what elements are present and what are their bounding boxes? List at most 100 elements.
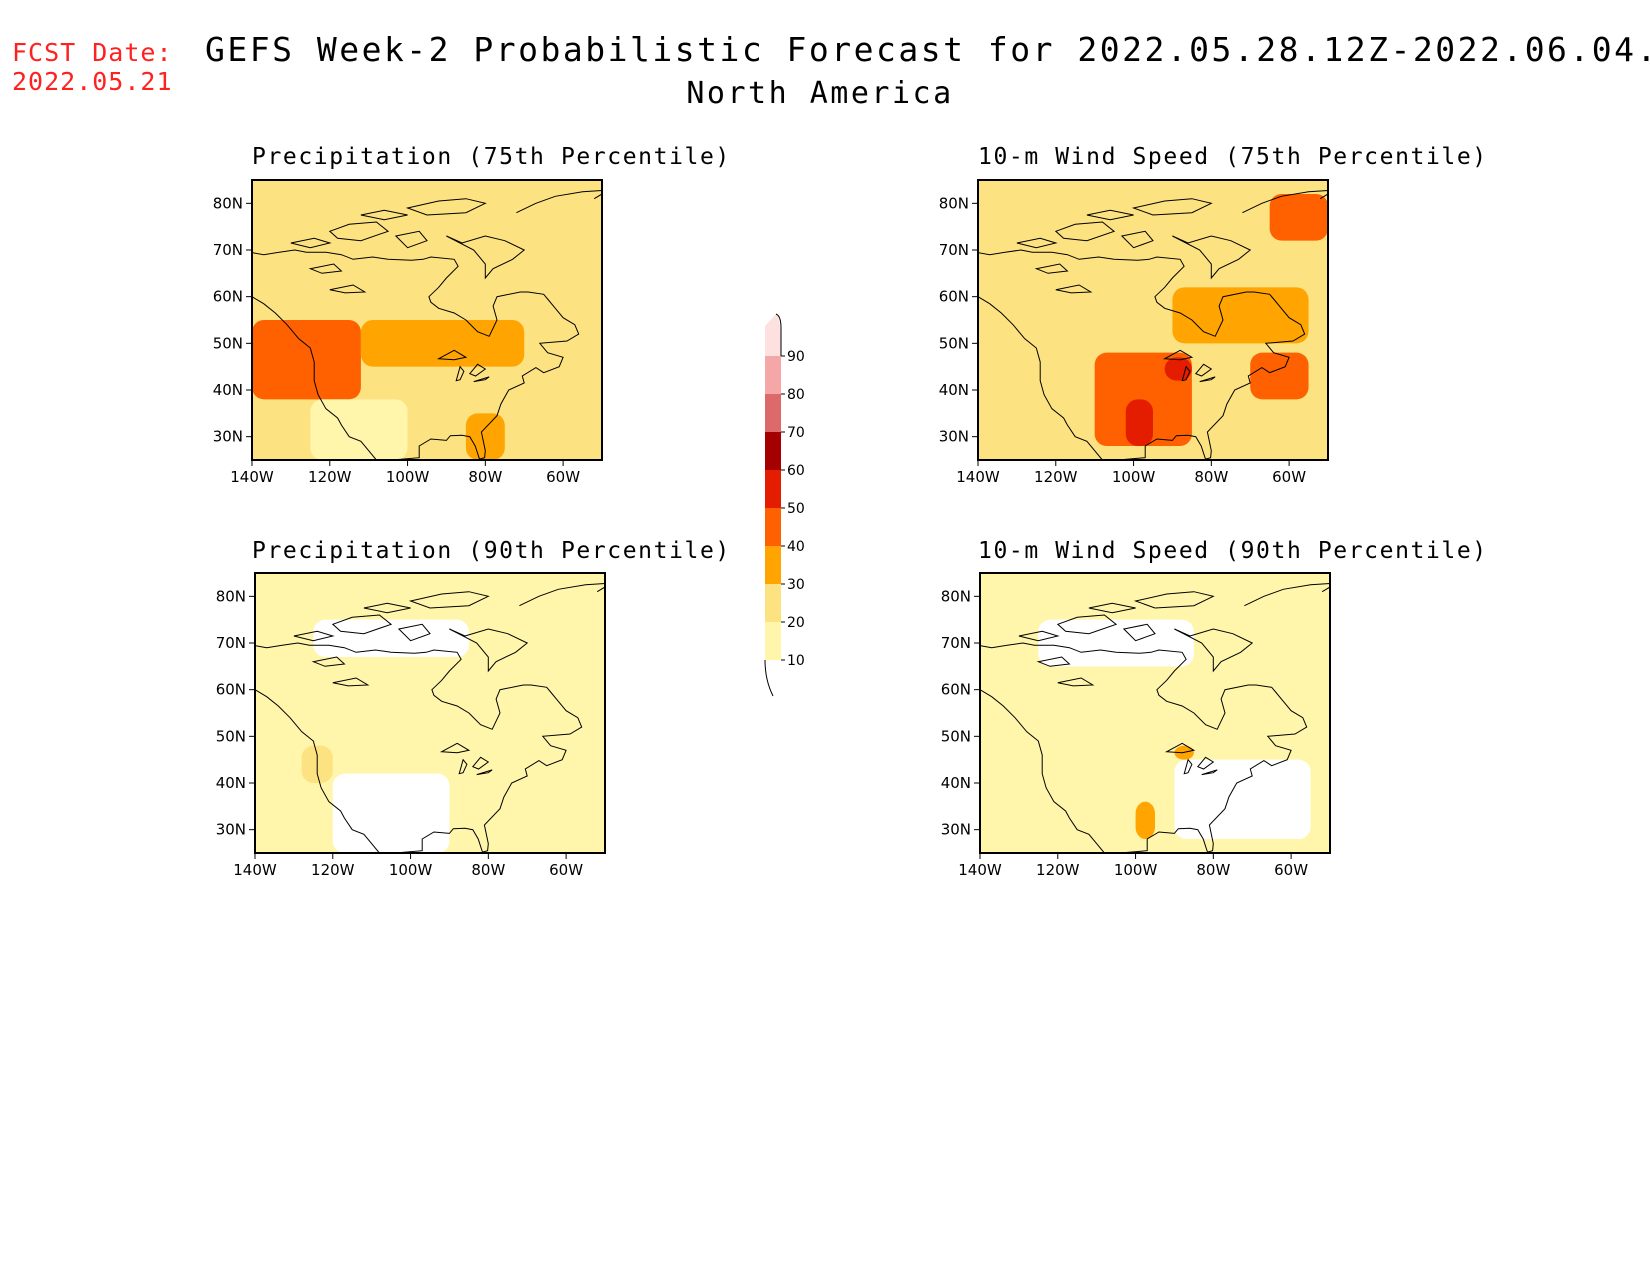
- colorbar-label: 90: [787, 349, 805, 365]
- coastline-lake: [458, 758, 468, 775]
- lon-tick-label: 100W: [1114, 861, 1158, 879]
- coastline-lake: [1183, 758, 1193, 775]
- coastline-baffin: [449, 628, 529, 673]
- forecast-date-block: FCST Date: 2022.05.21: [12, 38, 173, 96]
- lon-tick-label: 80W: [1194, 468, 1228, 486]
- forecast-date-label: FCST Date:: [12, 38, 173, 67]
- coastline-lake: [476, 769, 493, 776]
- coastline-greenland: [516, 189, 602, 214]
- map-precip-75: 140W 120W 100W 80W 60W 30N 40N 50N 60N 70N 80N: [202, 175, 622, 505]
- lat-tick-label: 30N: [216, 821, 246, 839]
- colorbar-label: 10: [787, 653, 805, 669]
- panel-title-precip-75: Precipitation (75th Percentile): [252, 144, 731, 170]
- colorbar-segment: [765, 470, 781, 508]
- coastline-lake: [473, 376, 490, 383]
- coastline-island: [405, 198, 487, 216]
- lon-tick-label: 140W: [956, 468, 1000, 486]
- region-southwest: [332, 773, 450, 853]
- lat-tick-label: 80N: [939, 194, 969, 212]
- coastline-baffin: [446, 235, 526, 280]
- coastline-lake: [1034, 263, 1069, 274]
- coastline-mainland: [980, 642, 1308, 853]
- coastline-lake: [1055, 284, 1093, 294]
- coastline-island: [331, 614, 393, 635]
- coastline-greenland: [1244, 582, 1330, 607]
- coastline-island: [1122, 623, 1156, 642]
- colorbar-upper-cap: [765, 314, 781, 356]
- coastline-island: [328, 221, 390, 242]
- shaded-field: [980, 573, 1330, 853]
- lon-tick-label: 120W: [311, 861, 355, 879]
- coastline-island: [1018, 630, 1060, 642]
- lon-tick-label: 60W: [546, 468, 580, 486]
- lat-tick-label: 70N: [216, 634, 246, 652]
- lat-tick-label: 40N: [213, 381, 243, 399]
- page-subtitle: North America: [686, 76, 954, 111]
- colorbar-upper-edge: [775, 313, 782, 356]
- coastline-lake: [455, 365, 465, 382]
- lat-tick-label: 40N: [939, 381, 969, 399]
- lon-tick-label: 100W: [389, 861, 433, 879]
- lon-tick-label: 140W: [230, 468, 274, 486]
- coastline-island: [360, 209, 408, 221]
- lon-tick-label: 60W: [549, 861, 583, 879]
- region-arctic-islands: [313, 619, 469, 657]
- colorbar-label: 20: [787, 615, 805, 631]
- coastline-mainland: [255, 642, 583, 853]
- coastline-island: [1056, 614, 1118, 635]
- lat-tick-label: 60N: [941, 681, 971, 699]
- colorbar-segment: [765, 508, 781, 546]
- coastline-lake: [1181, 365, 1191, 382]
- region-northeast-atlantic: [1250, 352, 1309, 400]
- lat-tick-label: 50N: [941, 727, 971, 745]
- lat-tick-label: 30N: [213, 428, 243, 446]
- coastline-island: [1016, 237, 1058, 249]
- coastline-lake: [1201, 769, 1218, 776]
- shaded-field: [252, 180, 602, 460]
- coastline-island: [394, 230, 428, 249]
- region-arctic-islands: [1038, 619, 1194, 667]
- coastlines: [978, 189, 1328, 460]
- panel-title-wind-90: 10-m Wind Speed (90th Percentile): [978, 538, 1488, 564]
- coastline-lake: [332, 677, 370, 687]
- lat-tick-label: 30N: [941, 821, 971, 839]
- coastline-lake: [439, 742, 471, 754]
- map-precip-90-svg: 140W 120W 100W 80W 60W 30N 40N 50N 60N 70N 80N: [216, 572, 606, 879]
- lat-tick-label: 50N: [213, 334, 243, 352]
- region-gulf: [468, 820, 528, 853]
- coastline-island: [1054, 221, 1116, 242]
- colorbar-label: 60: [787, 463, 805, 479]
- colorbar-label: 40: [787, 539, 805, 555]
- lon-tick-label: 80W: [1196, 861, 1230, 879]
- panel-title-precip-90: Precipitation (90th Percentile): [252, 538, 731, 564]
- forecast-date-value: 2022.05.21: [12, 67, 173, 96]
- coastline-lake: [308, 263, 343, 274]
- coastlines: [255, 582, 605, 853]
- lat-tick-label: 60N: [213, 288, 243, 306]
- map-wind-90-svg: 140W 120W 100W 80W 60W 30N 40N 50N 60N 70N 80N: [941, 572, 1331, 879]
- lat-tick-label: 80N: [216, 587, 246, 605]
- coastline-lake: [1164, 742, 1196, 754]
- colorbar: 10 20 30 40 50 60 70 80 90: [755, 310, 825, 710]
- lon-tick-label: 80W: [468, 468, 502, 486]
- map-frame: [254, 572, 606, 854]
- lat-tick-label: 80N: [213, 194, 243, 212]
- coastline-lake: [1036, 656, 1071, 667]
- region-southern-plains: [1135, 801, 1155, 839]
- region-great-lakes: [1164, 357, 1192, 381]
- map-frame: [979, 572, 1331, 854]
- region-greenland-coast: [1269, 194, 1328, 241]
- colorbar-segment: [765, 546, 781, 584]
- region-eastern-us: [1174, 759, 1311, 839]
- lat-tick-label: 70N: [213, 241, 243, 259]
- region-southwest: [310, 399, 408, 460]
- lat-tick-label: 70N: [941, 634, 971, 652]
- shaded-field: [255, 573, 605, 853]
- lat-tick-label: 50N: [939, 334, 969, 352]
- coastline-island: [1131, 198, 1213, 216]
- colorbar-segment: [765, 584, 781, 622]
- colorbar-segment: [765, 622, 781, 660]
- lon-tick-label: 80W: [471, 861, 505, 879]
- map-wind-90: 140W 120W 100W 80W 60W 30N 40N 50N 60N 70N 80N: [930, 568, 1350, 898]
- lon-tick-label: 140W: [958, 861, 1002, 879]
